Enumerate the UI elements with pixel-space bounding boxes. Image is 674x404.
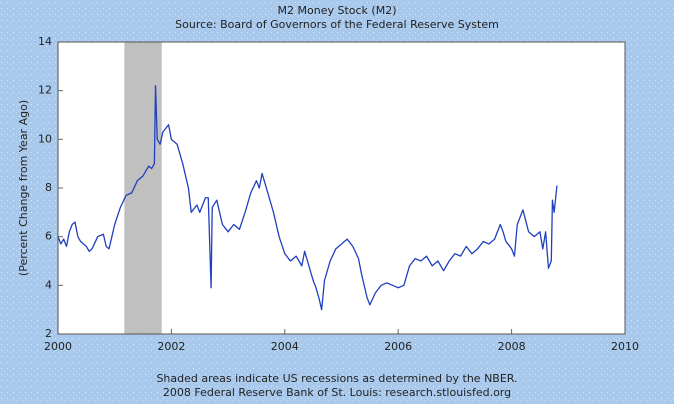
chart-subtitle: Source: Board of Governors of the Federa… [175, 18, 499, 31]
y-tick-label: 6 [45, 230, 52, 243]
data-line [57, 85, 558, 311]
plot-frame [57, 41, 626, 335]
x-tick-label: 2000 [44, 340, 72, 353]
y-tick-label: 8 [45, 181, 52, 194]
x-tick-label: 2004 [271, 340, 299, 353]
y-tick-label: 4 [45, 278, 52, 291]
chart-title: M2 Money Stock (M2) [278, 4, 397, 17]
x-tick-label: 2008 [498, 340, 526, 353]
y-tick-label: 2 [45, 327, 52, 340]
x-tick-label: 2010 [611, 340, 639, 353]
footnote: Shaded areas indicate US recessions as d… [156, 372, 517, 385]
y-tick-label: 14 [38, 35, 52, 48]
x-tick-label: 2006 [384, 340, 412, 353]
y-axis-label: (Percent Change from Year Ago) [17, 100, 30, 276]
y-tick-label: 12 [38, 84, 52, 97]
footnote: 2008 Federal Reserve Bank of St. Louis: … [163, 386, 511, 399]
y-tick-label: 10 [38, 132, 52, 145]
x-tick-label: 2002 [157, 340, 185, 353]
